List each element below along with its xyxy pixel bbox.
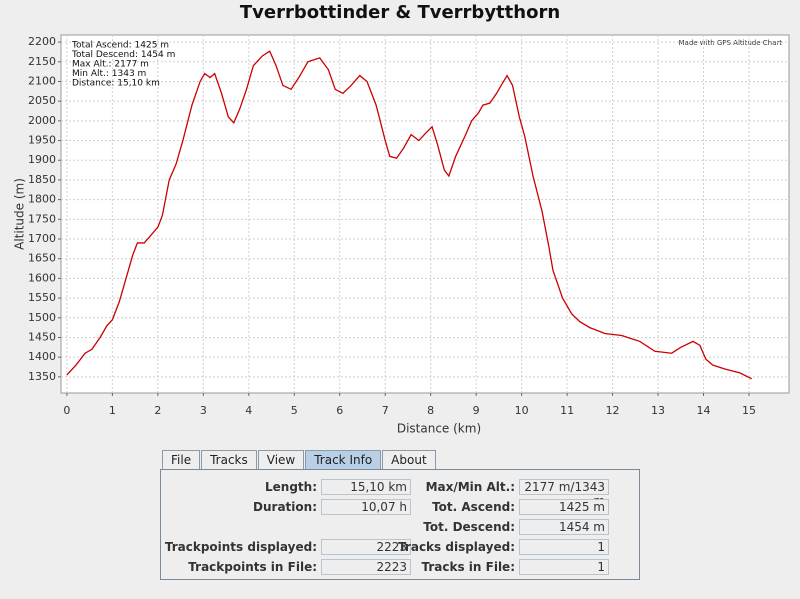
x-tick-label: 3 [200, 404, 207, 417]
x-tick-label: 0 [63, 404, 70, 417]
tab-bar: File Tracks View Track Info About [162, 450, 437, 470]
field-label: Max/Min Alt.: [425, 480, 515, 494]
stat-line: Distance: 15,10 km [72, 79, 160, 89]
stat-line: Min Alt.: 1343 m [72, 69, 146, 79]
x-axis-label: Distance (km) [397, 422, 481, 436]
field-value: 1425 m [519, 499, 609, 515]
y-tick-label: 1750 [28, 212, 56, 225]
altitude-line [66, 50, 753, 380]
x-tick-label: 8 [427, 404, 434, 417]
field-value: 1 [519, 539, 609, 555]
field-label: Trackpoints displayed: [164, 540, 317, 554]
y-tick-label: 1950 [28, 134, 56, 147]
x-tick-label: 9 [473, 404, 480, 417]
field-value: 2223 [321, 539, 411, 555]
tab[interactable]: View [257, 450, 305, 469]
field-label: Tot. Descend: [423, 520, 515, 534]
y-tick-label: 2100 [28, 74, 56, 87]
field-value: 15,10 km [321, 479, 411, 495]
x-tick-label: 2 [154, 404, 161, 417]
track-info-panel: Length: 15,10 km Max/Min Alt.: 2177 m/1343 … [160, 469, 640, 580]
field-label: Tot. Ascend: [432, 500, 515, 514]
y-tick-label: 1900 [28, 153, 56, 166]
y-tick-label: 1650 [28, 252, 56, 265]
y-tick-label: 1550 [28, 291, 56, 304]
watermark: Made with GPS Altitude Chart [678, 39, 782, 47]
x-tick-label: 6 [336, 404, 343, 417]
stat-line: Total Descend: 1454 m [71, 50, 175, 60]
x-tick-label: 14 [697, 404, 711, 417]
y-tick-label: 1800 [28, 193, 56, 206]
stat-line: Total Ascend: 1425 m [71, 41, 169, 51]
x-tick-label: 1 [109, 404, 116, 417]
y-tick-label: 1500 [28, 311, 56, 324]
chart-title: Tverrbottinder & Tverrbytthorn [240, 2, 560, 23]
tab[interactable]: Tracks [201, 450, 257, 469]
field-value: 1454 m [519, 519, 609, 535]
y-tick-label: 1450 [28, 330, 56, 343]
field-value: 2223 [321, 559, 411, 575]
field-value: 1 [519, 559, 609, 575]
y-tick-label: 2150 [28, 55, 56, 68]
field-label: Tracks in File: [421, 560, 516, 574]
y-tick-label: 2200 [28, 35, 56, 48]
x-tick-label: 7 [382, 404, 389, 417]
y-axis-label: Altitude (m) [13, 178, 27, 250]
tab[interactable]: Track Info [305, 450, 382, 469]
y-tick-label: 1700 [28, 232, 56, 245]
tab[interactable]: File [162, 450, 201, 469]
field-value: 2177 m/1343 m [519, 479, 609, 508]
x-tick-label: 11 [560, 404, 574, 417]
field-label: Tracks displayed: [398, 540, 515, 554]
x-tick-label: 5 [291, 404, 298, 417]
field-label: Duration: [253, 500, 317, 514]
chart: Tverrbottinder & Tverrbytthorn Distance … [13, 2, 790, 436]
plot-area [60, 34, 790, 394]
y-tick-label: 1600 [28, 271, 56, 284]
x-tick-label: 15 [742, 404, 756, 417]
y-tick-label: 2050 [28, 94, 56, 107]
field-label: Length: [265, 480, 317, 494]
field-value: 10,07 h [321, 499, 411, 515]
x-tick-label: 12 [606, 404, 620, 417]
y-tick-label: 1350 [28, 370, 56, 383]
y-tick-label: 1850 [28, 173, 56, 186]
stat-line: Max Alt.: 2177 m [72, 60, 149, 70]
x-tick-label: 10 [515, 404, 529, 417]
y-tick-label: 2000 [28, 114, 56, 127]
x-tick-label: 13 [651, 404, 665, 417]
y-tick-label: 1400 [28, 350, 56, 363]
field-label: Trackpoints in File: [188, 560, 317, 574]
x-tick-label: 4 [245, 404, 252, 417]
tab[interactable]: About [382, 450, 436, 469]
